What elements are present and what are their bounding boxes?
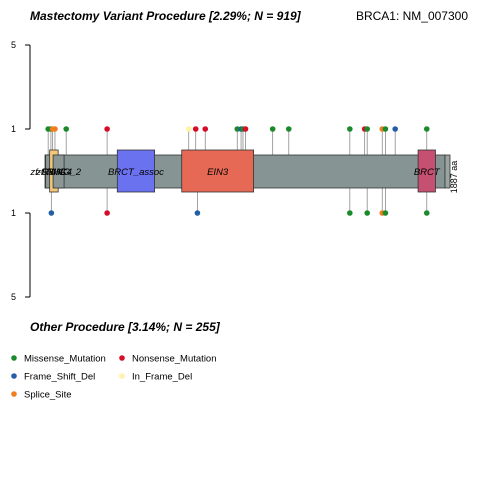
domain-label-BRCT_assoc: BRCT_assoc <box>108 167 164 178</box>
top-mutation-point <box>364 126 371 132</box>
bottom-mutation-point <box>382 210 389 216</box>
top-y-tick-label: 1 <box>11 124 16 134</box>
legend-marker-Splice_Site <box>11 391 17 397</box>
domain-zf-RING_2 <box>52 154 65 189</box>
domain-BRCT <box>417 149 436 193</box>
legend-label-Frame_Shift_Del: Frame_Shift_Del <box>24 372 95 383</box>
domain-label-zf-RING_2: zf-RING_2 <box>35 167 82 178</box>
bottom-mutation-point <box>347 210 353 216</box>
axes-group: 5 1 1 5 <box>11 40 31 302</box>
domain-label-RING: RING <box>42 167 66 178</box>
lollipop-heads-group <box>45 126 430 216</box>
bottom-panel-title: Other Procedure [3.14%; N = 255] <box>30 320 221 334</box>
top-mutation-point <box>192 126 199 132</box>
legend-label-Nonsense_Mutation: Nonsense_Mutation <box>132 354 217 365</box>
bottom-mutation-point <box>104 210 110 216</box>
domain-label-BRCT: BRCT <box>414 167 441 178</box>
domain-BRCT_assoc <box>116 149 155 193</box>
bottom-y-tick-label: 5 <box>11 292 16 302</box>
protein-end-cap <box>444 154 451 189</box>
top-mutation-point <box>202 126 209 132</box>
legend-marker-Nonsense_Mutation <box>119 355 125 361</box>
legend-label-Splice_Site: Splice_Site <box>24 390 72 401</box>
domain-label-zf-C3HC4: zf-C3HC4 <box>29 167 72 178</box>
legend-label-Missense_Mutation: Missense_Mutation <box>24 354 106 365</box>
bottom-mutation-point <box>364 210 371 216</box>
protein-length-label: 1887 aa <box>449 161 459 194</box>
top-mutation-point <box>423 126 430 132</box>
legend-group: Missense_Mutation Nonsense_Mutation Frame_… <box>11 354 217 401</box>
bottom-y-tick-label: 1 <box>11 208 16 218</box>
legend-marker-Missense_Mutation <box>11 355 17 361</box>
gene-label: BRCA1: NM_007300 <box>356 9 468 23</box>
bottom-mutation-point <box>423 210 430 216</box>
stems-group <box>47 129 428 213</box>
top-mutation-point <box>269 126 276 132</box>
top-mutation-point <box>392 126 398 132</box>
legend-marker-Frame_Shift_Del <box>11 373 17 379</box>
legend-label-In_Frame_Del: In_Frame_Del <box>132 372 192 383</box>
top-mutation-point <box>382 126 389 132</box>
top-panel-title: Mastectomy Variant Procedure [2.29%; N =… <box>30 9 302 23</box>
top-mutation-point <box>104 126 110 132</box>
top-mutation-point <box>185 126 192 132</box>
top-y-tick-label: 5 <box>11 40 16 50</box>
top-mutation-point <box>63 126 69 132</box>
top-mutation-point <box>285 126 292 132</box>
domain-EIN3 <box>181 149 254 193</box>
bottom-mutation-point <box>48 210 55 216</box>
top-mutation-point <box>347 126 353 132</box>
bottom-mutation-point <box>194 210 201 216</box>
top-mutation-point <box>52 126 58 132</box>
legend-marker-In_Frame_Del <box>119 373 125 379</box>
domain-label-EIN3: EIN3 <box>207 167 229 178</box>
top-mutation-point <box>242 126 249 132</box>
